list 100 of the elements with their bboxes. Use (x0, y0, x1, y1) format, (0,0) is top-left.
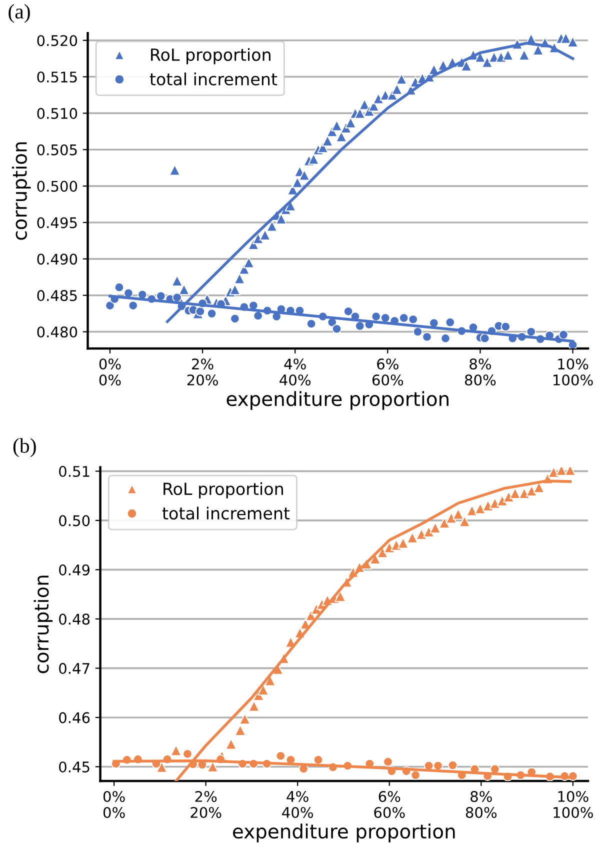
x2-tick-label: 60% (374, 806, 405, 818)
x2-tick-label: 100% (554, 806, 593, 818)
legend-label: total increment (150, 72, 278, 86)
point (355, 321, 365, 331)
x-tick-label: 4% (284, 358, 306, 370)
point (156, 291, 166, 301)
point (313, 754, 324, 765)
point (410, 770, 420, 780)
point (234, 724, 246, 736)
x2-tick-label: 0% (99, 374, 121, 386)
x-tick-label: 2% (195, 790, 217, 802)
x-tick-label: 10% (558, 358, 588, 370)
point (248, 700, 260, 712)
point (568, 340, 578, 349)
point (343, 306, 354, 316)
chart-title: (b) (13, 438, 36, 458)
point (182, 749, 192, 759)
chart-title: (a) (8, 4, 30, 23)
point (458, 516, 470, 528)
point (422, 332, 432, 342)
y-tick-label: 0.510 (37, 108, 78, 119)
x-tick-label: 10% (558, 790, 588, 802)
point (380, 313, 390, 323)
y-tick-label: 0.490 (37, 254, 78, 265)
x2-tick-label: 100% (554, 374, 593, 386)
point (558, 330, 568, 340)
point (195, 306, 206, 316)
y-tick-label: 0.480 (37, 326, 78, 338)
point (128, 300, 138, 310)
y-tick-label: 0.45 (59, 761, 90, 772)
x2-tick-label: 0% (103, 806, 125, 818)
point (406, 532, 418, 544)
point (438, 517, 450, 529)
x2-tick-label: 20% (190, 806, 222, 818)
point (489, 498, 501, 509)
point (253, 310, 263, 321)
x-tick-label: 0% (99, 358, 121, 370)
x2-tick-label: 80% (464, 374, 496, 386)
x-tick-label: 8% (470, 790, 492, 802)
y-tick-label: 0.495 (37, 217, 77, 228)
legend-label: RoL proportion (151, 48, 270, 64)
point (276, 751, 286, 761)
point (482, 500, 494, 512)
x-axis-title: expenditure proportion (226, 391, 448, 410)
y-tick-label: 0.515 (37, 72, 77, 83)
point (423, 526, 434, 538)
y-tick-label: 0.505 (37, 144, 77, 156)
point (445, 317, 456, 328)
point (433, 760, 443, 771)
point (172, 292, 182, 302)
x2-tick-label: 40% (280, 374, 310, 386)
x-tick-label: 8% (470, 358, 491, 370)
point (398, 313, 409, 323)
y-tick-label: 0.500 (37, 180, 78, 192)
point (503, 491, 514, 502)
x2-tick-label: 60% (372, 374, 404, 386)
y-tick-label: 0.48 (59, 614, 90, 625)
point (526, 485, 538, 497)
y-tick-label: 0.520 (37, 35, 78, 46)
y-tick-label: 0.49 (59, 564, 90, 576)
point (206, 308, 217, 318)
point (114, 282, 124, 292)
point (383, 756, 393, 767)
point (371, 312, 381, 322)
y-tick-label: 0.47 (59, 662, 90, 674)
x2-tick-label: 40% (282, 806, 313, 818)
point (564, 467, 576, 476)
point (480, 333, 490, 344)
point (416, 528, 428, 540)
x-tick-label: 2% (192, 358, 214, 370)
point (496, 495, 508, 506)
x2-tick-label: 20% (187, 374, 218, 386)
point (334, 590, 346, 602)
point (105, 300, 115, 310)
point (230, 314, 240, 324)
legend-label: total increment (162, 506, 290, 520)
y-axis-title: corruption (34, 576, 53, 674)
x-axis-title: expenditure proportion (233, 824, 455, 842)
x-tick-label: 6% (377, 358, 398, 370)
y-tick-label: 0.51 (59, 466, 90, 477)
point (548, 467, 560, 478)
x-tick-label: 6% (378, 790, 400, 802)
point (509, 488, 521, 499)
legend-label: RoL proportion (164, 482, 283, 498)
point (332, 324, 342, 334)
x2-tick-label: 80% (466, 806, 497, 818)
point (500, 322, 511, 332)
point (412, 326, 423, 337)
point (440, 333, 450, 344)
point (306, 318, 316, 329)
y-tick-label: 0.50 (59, 515, 90, 526)
y-axis-title: corruption (12, 142, 31, 240)
y-tick-label: 0.46 (59, 712, 90, 724)
point (408, 314, 418, 324)
y-tick-label: 0.485 (37, 290, 77, 302)
point (448, 760, 458, 770)
point (526, 326, 536, 337)
point (156, 762, 168, 773)
point (207, 761, 218, 772)
x-tick-label: 0% (103, 790, 125, 802)
